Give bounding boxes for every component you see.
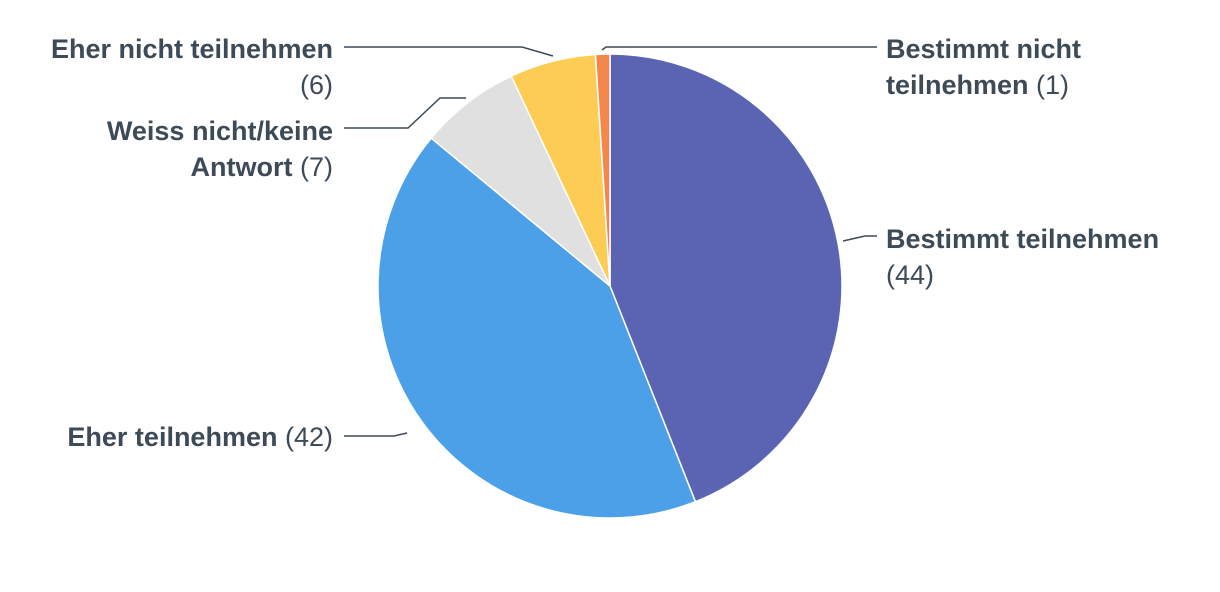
data-label-weiss-nicht-keine-antwort: Weiss nicht/keine Antwort (7) bbox=[107, 116, 333, 182]
data-label-category: Eher nicht teilnehmen bbox=[51, 34, 333, 64]
data-label-category: Eher teilnehmen bbox=[67, 422, 277, 452]
connector-line-eher-nicht-teilnehmen bbox=[344, 46, 554, 57]
connector-line-weiss-nicht-keine-antwort bbox=[344, 97, 466, 129]
pie-slice-eher-teilnehmen bbox=[377, 137, 697, 519]
data-label-category: teilnehmen bbox=[886, 70, 1029, 100]
data-label-line: teilnehmen (1) bbox=[886, 70, 1069, 100]
connector-line-bestimmt-teilnehmen bbox=[842, 235, 877, 242]
data-label-category: Bestimmt teilnehmen bbox=[886, 224, 1159, 254]
data-label-line: Bestimmt nicht bbox=[886, 34, 1081, 64]
data-label-value: (44) bbox=[886, 260, 934, 290]
connector-line-eher-teilnehmen bbox=[344, 432, 408, 437]
data-label-line: Eher nicht teilnehmen bbox=[51, 34, 333, 64]
data-label-category: Bestimmt nicht bbox=[886, 34, 1081, 64]
data-label-value: (6) bbox=[300, 70, 333, 100]
data-label-value: (1) bbox=[1029, 70, 1070, 100]
pie-slice-bestimmt-teilnehmen bbox=[609, 53, 843, 503]
data-label-line: Eher teilnehmen (42) bbox=[67, 422, 333, 452]
pie-slice-weiss-nicht-keine-antwort bbox=[430, 75, 611, 287]
data-label-eher-teilnehmen: Eher teilnehmen (42) bbox=[67, 422, 333, 452]
data-label-line: (6) bbox=[300, 70, 333, 100]
data-label-value: (42) bbox=[277, 422, 333, 452]
data-label-category: Weiss nicht/keine bbox=[107, 116, 333, 146]
data-label-category: Antwort bbox=[191, 152, 293, 182]
data-label-value: (7) bbox=[293, 152, 334, 182]
data-label-line: Weiss nicht/keine bbox=[107, 116, 333, 146]
data-label-bestimmt-nicht-teilnehmen: Bestimmt nicht teilnehmen (1) bbox=[886, 34, 1081, 100]
data-label-bestimmt-teilnehmen: Bestimmt teilnehmen (44) bbox=[886, 224, 1159, 290]
connector-line-bestimmt-nicht-teilnehmen bbox=[601, 46, 877, 51]
data-label-eher-nicht-teilnehmen: Eher nicht teilnehmen (6) bbox=[51, 34, 333, 100]
data-label-line: Antwort (7) bbox=[191, 152, 333, 182]
data-label-line: Bestimmt teilnehmen bbox=[886, 224, 1159, 254]
pie-slice-bestimmt-nicht-teilnehmen bbox=[594, 53, 611, 287]
data-label-line: (44) bbox=[886, 260, 934, 290]
